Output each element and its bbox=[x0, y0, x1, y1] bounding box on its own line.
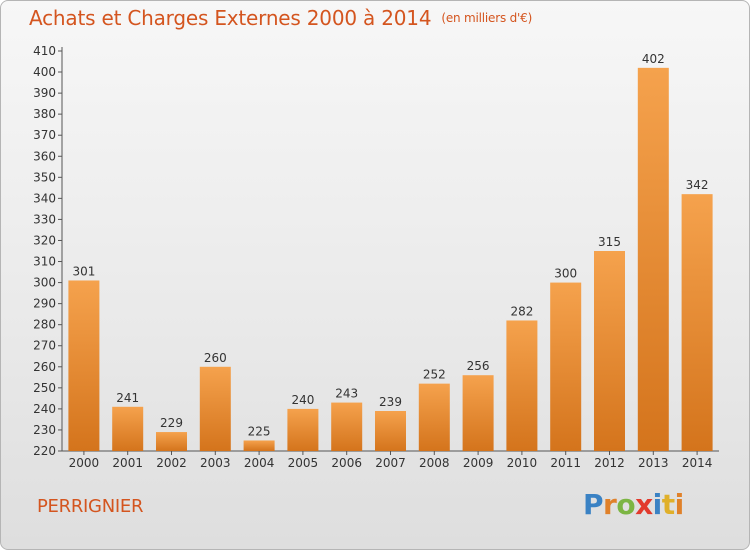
logo-letter: i bbox=[674, 488, 685, 521]
location-label: PERRIGNIER bbox=[37, 496, 144, 517]
data-label-2012: 315 bbox=[598, 235, 621, 249]
x-tick-label-2003: 2003 bbox=[200, 456, 231, 470]
x-tick-label-2013: 2013 bbox=[638, 456, 669, 470]
data-label-2003: 260 bbox=[204, 351, 227, 365]
data-label-2010: 282 bbox=[510, 304, 533, 318]
data-label-2011: 300 bbox=[554, 267, 577, 281]
bar-2009 bbox=[462, 375, 494, 451]
bar-2014 bbox=[681, 194, 713, 451]
y-tick-label: 260 bbox=[33, 360, 56, 374]
bar-2008 bbox=[418, 383, 450, 451]
data-label-2008: 252 bbox=[423, 368, 446, 382]
y-tick-label: 360 bbox=[33, 149, 56, 163]
logo-letter: i bbox=[652, 488, 663, 521]
bar-2007 bbox=[375, 411, 406, 451]
bar-2006 bbox=[331, 402, 363, 451]
x-tick-label-2002: 2002 bbox=[156, 456, 187, 470]
proxiti-logo: Proxiti bbox=[583, 488, 684, 521]
logo-letter: o bbox=[616, 488, 636, 521]
bar-2012 bbox=[594, 251, 625, 451]
data-label-2013: 402 bbox=[642, 52, 665, 66]
x-tick-label-2014: 2014 bbox=[682, 456, 713, 470]
x-tick-label-2000: 2000 bbox=[69, 456, 100, 470]
x-axis: 2000 2001 2002 2003 2004 2005 2006 2007 2008 2009… bbox=[62, 450, 719, 470]
y-tick-label: 280 bbox=[33, 318, 56, 332]
y-tick-label: 370 bbox=[33, 128, 56, 142]
x-tick-label-2007: 2007 bbox=[375, 456, 406, 470]
y-tick-label: 380 bbox=[33, 107, 56, 121]
y-tick-label: 290 bbox=[33, 297, 56, 311]
logo-letter: r bbox=[603, 488, 617, 521]
y-tick-label: 410 bbox=[33, 44, 56, 58]
y-tick-label: 400 bbox=[33, 65, 56, 79]
data-label-2007: 239 bbox=[379, 395, 402, 409]
data-label-2000: 301 bbox=[72, 264, 95, 278]
data-label-2009: 256 bbox=[467, 359, 490, 373]
y-tick-label: 330 bbox=[33, 212, 56, 226]
data-label-2005: 240 bbox=[291, 393, 314, 407]
y-tick-label: 220 bbox=[33, 444, 56, 458]
y-tick-label: 340 bbox=[33, 191, 56, 205]
x-tick-label-2012: 2012 bbox=[594, 456, 625, 470]
chart-unit-label: (en milliers d'€) bbox=[441, 11, 533, 25]
bar-2001 bbox=[112, 406, 144, 451]
x-tick-label-2011: 2011 bbox=[550, 456, 581, 470]
bars-group: 301 241 229 260 225 240 243 239 252 256 282 300 315 4… bbox=[68, 52, 713, 451]
data-label-2001: 241 bbox=[116, 391, 139, 405]
x-tick-label-2005: 2005 bbox=[288, 456, 319, 470]
bar-2013 bbox=[637, 67, 669, 451]
data-label-2014: 342 bbox=[686, 178, 709, 192]
logo-letter: x bbox=[635, 488, 653, 521]
x-tick-label-2001: 2001 bbox=[112, 456, 143, 470]
chart-title-text: Achats et Charges Externes 2000 à 2014 bbox=[29, 6, 432, 30]
y-tick-label: 310 bbox=[33, 255, 56, 269]
x-tick-label-2010: 2010 bbox=[507, 456, 538, 470]
bar-2002 bbox=[156, 432, 187, 451]
logo-letter: t bbox=[661, 488, 675, 521]
data-label-2002: 229 bbox=[160, 416, 183, 430]
bar-2010 bbox=[506, 320, 538, 451]
x-tick-label-2009: 2009 bbox=[463, 456, 494, 470]
x-tick-label-2004: 2004 bbox=[244, 456, 275, 470]
bar-2004 bbox=[243, 440, 275, 451]
y-tick-label: 300 bbox=[33, 276, 56, 290]
bar-2003 bbox=[199, 366, 231, 451]
logo-letter: P bbox=[583, 488, 604, 521]
y-tick-label: 250 bbox=[33, 381, 56, 395]
y-tick-label: 350 bbox=[33, 170, 56, 184]
y-tick-label: 230 bbox=[33, 423, 56, 437]
bar-2005 bbox=[287, 408, 319, 451]
data-label-2004: 225 bbox=[248, 424, 271, 438]
y-axis: 220 230 240 250 260 270 280 290 300 310 320 330 340 3… bbox=[33, 44, 63, 458]
x-tick-label-2008: 2008 bbox=[419, 456, 450, 470]
data-label-2006: 243 bbox=[335, 387, 358, 401]
x-tick-label-2006: 2006 bbox=[331, 456, 362, 470]
bar-2000 bbox=[68, 280, 100, 451]
y-tick-label: 240 bbox=[33, 402, 56, 416]
y-tick-label: 320 bbox=[33, 233, 56, 247]
y-tick-label: 270 bbox=[33, 339, 56, 353]
bar-2011 bbox=[550, 282, 582, 451]
y-tick-label: 390 bbox=[33, 86, 56, 100]
chart-title: Achats et Charges Externes 2000 à 2014 (e… bbox=[29, 6, 532, 30]
